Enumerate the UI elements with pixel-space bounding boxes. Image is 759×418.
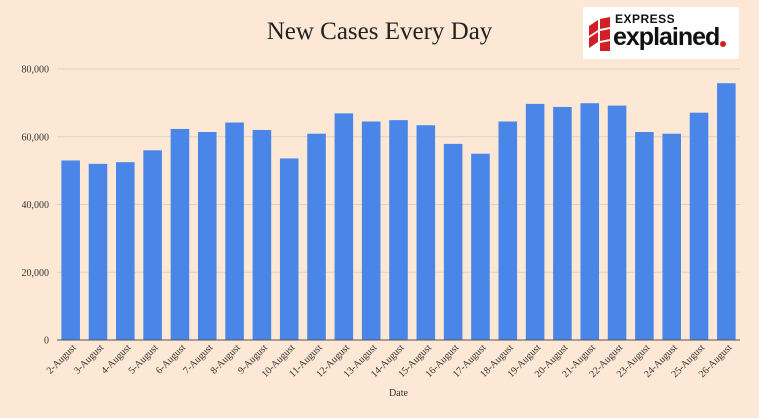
y-tick-label: 20,000 <box>22 268 50 279</box>
bar <box>580 103 600 341</box>
bar <box>662 133 681 340</box>
bar <box>116 162 135 340</box>
bar <box>225 122 244 341</box>
bar <box>635 132 654 340</box>
y-tick-label: 40,000 <box>22 200 50 211</box>
bar <box>334 113 354 340</box>
x-axis-label: Date <box>389 388 408 399</box>
express-explained-logo: EXPRESS explained <box>583 7 739 59</box>
y-axis-ticks: 0 20,000 40,000 60,000 80,000 <box>22 65 50 347</box>
bar <box>88 163 108 340</box>
bar <box>252 129 272 340</box>
logo-top-text: EXPRESS <box>615 12 676 26</box>
logo-dot <box>720 41 726 47</box>
bar <box>717 83 736 340</box>
bar <box>389 120 408 341</box>
chart-bars <box>61 83 736 341</box>
bar <box>498 121 518 340</box>
logo-main-text: explained <box>613 23 720 51</box>
bar <box>307 133 326 340</box>
bar <box>607 105 627 341</box>
bar <box>471 153 490 340</box>
bar <box>197 132 217 340</box>
bar <box>525 103 545 340</box>
x-axis-ticks: 2-August3-August4-August5-August6-August… <box>45 342 735 380</box>
bar <box>361 121 381 340</box>
chart-title: New Cases Every Day <box>266 18 493 45</box>
y-tick-label: 60,000 <box>22 132 50 143</box>
bar <box>416 125 436 340</box>
express-logo-mark-icon <box>589 17 610 51</box>
y-tick-label: 80,000 <box>22 65 50 76</box>
y-tick-label: 0 <box>44 336 49 347</box>
bar <box>170 128 190 340</box>
bar <box>553 106 572 340</box>
bar <box>443 143 463 340</box>
bar <box>279 158 299 340</box>
bar <box>689 112 709 340</box>
bar <box>61 160 80 340</box>
bar <box>143 150 162 340</box>
